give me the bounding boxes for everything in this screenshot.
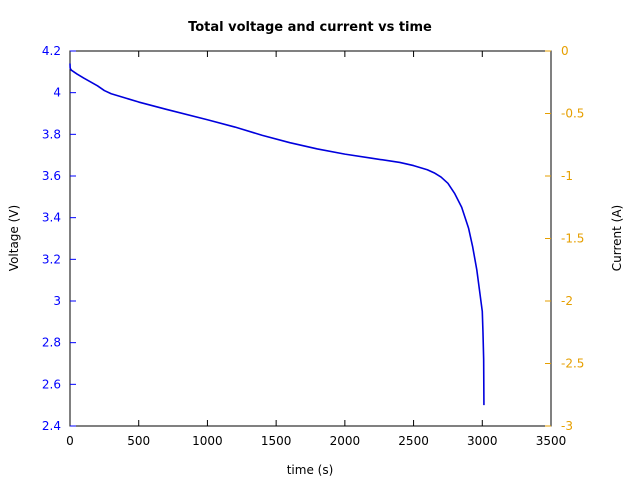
plot-border [69, 50, 552, 427]
y2-tick-label: -1 [561, 169, 573, 183]
x-tick-label: 3500 [536, 434, 567, 448]
left-y-axis: 2.4 2.6 2.8 3 3.2 3.4 3.6 3.8 4 4.2 [42, 44, 76, 433]
y-tick-label: 2.4 [42, 419, 61, 433]
y-tick-label: 2.6 [42, 377, 61, 391]
plot-frame [69, 50, 552, 427]
y2-tick-label: -2 [561, 294, 573, 308]
x-tick-label: 0 [66, 434, 74, 448]
y-tick-label: 3.6 [42, 169, 61, 183]
y-tick-label: 3.8 [42, 127, 61, 141]
y-tick-label: 3.2 [42, 252, 61, 266]
left-y-axis-label: Voltage (V) [7, 205, 21, 271]
series-group [69, 63, 485, 406]
y2-tick-label: 0 [561, 44, 569, 58]
x-tick-label: 1500 [261, 434, 292, 448]
chart-title: Total voltage and current vs time [188, 20, 432, 35]
x-tick-label: 500 [127, 434, 150, 448]
y2-tick-label: -1.5 [561, 232, 584, 246]
y-tick-label: 3 [53, 294, 61, 308]
y2-tick-label: -2.5 [561, 357, 584, 371]
right-y-axis-label: Current (A) [610, 205, 624, 271]
y-tick-label: 4.2 [42, 44, 61, 58]
y-tick-label: 2.8 [42, 336, 61, 350]
right-y-axis: -3 -2.5 -2 -1.5 -1 -0.5 0 [545, 44, 584, 433]
y2-tick-label: -3 [561, 419, 573, 433]
x-axis-label: time (s) [287, 463, 334, 477]
x-tick-label: 1000 [192, 434, 223, 448]
x-tick-label: 2000 [330, 434, 361, 448]
x-tick-label: 3000 [467, 434, 498, 448]
voltage-series-line [69, 63, 485, 406]
x-axis: 0 500 1000 1500 2000 2500 3000 3500 [66, 51, 566, 448]
x-tick-label: 2500 [398, 434, 429, 448]
y2-tick-label: -0.5 [561, 107, 584, 121]
y-tick-label: 4 [53, 86, 61, 100]
y-tick-label: 3.4 [42, 211, 61, 225]
